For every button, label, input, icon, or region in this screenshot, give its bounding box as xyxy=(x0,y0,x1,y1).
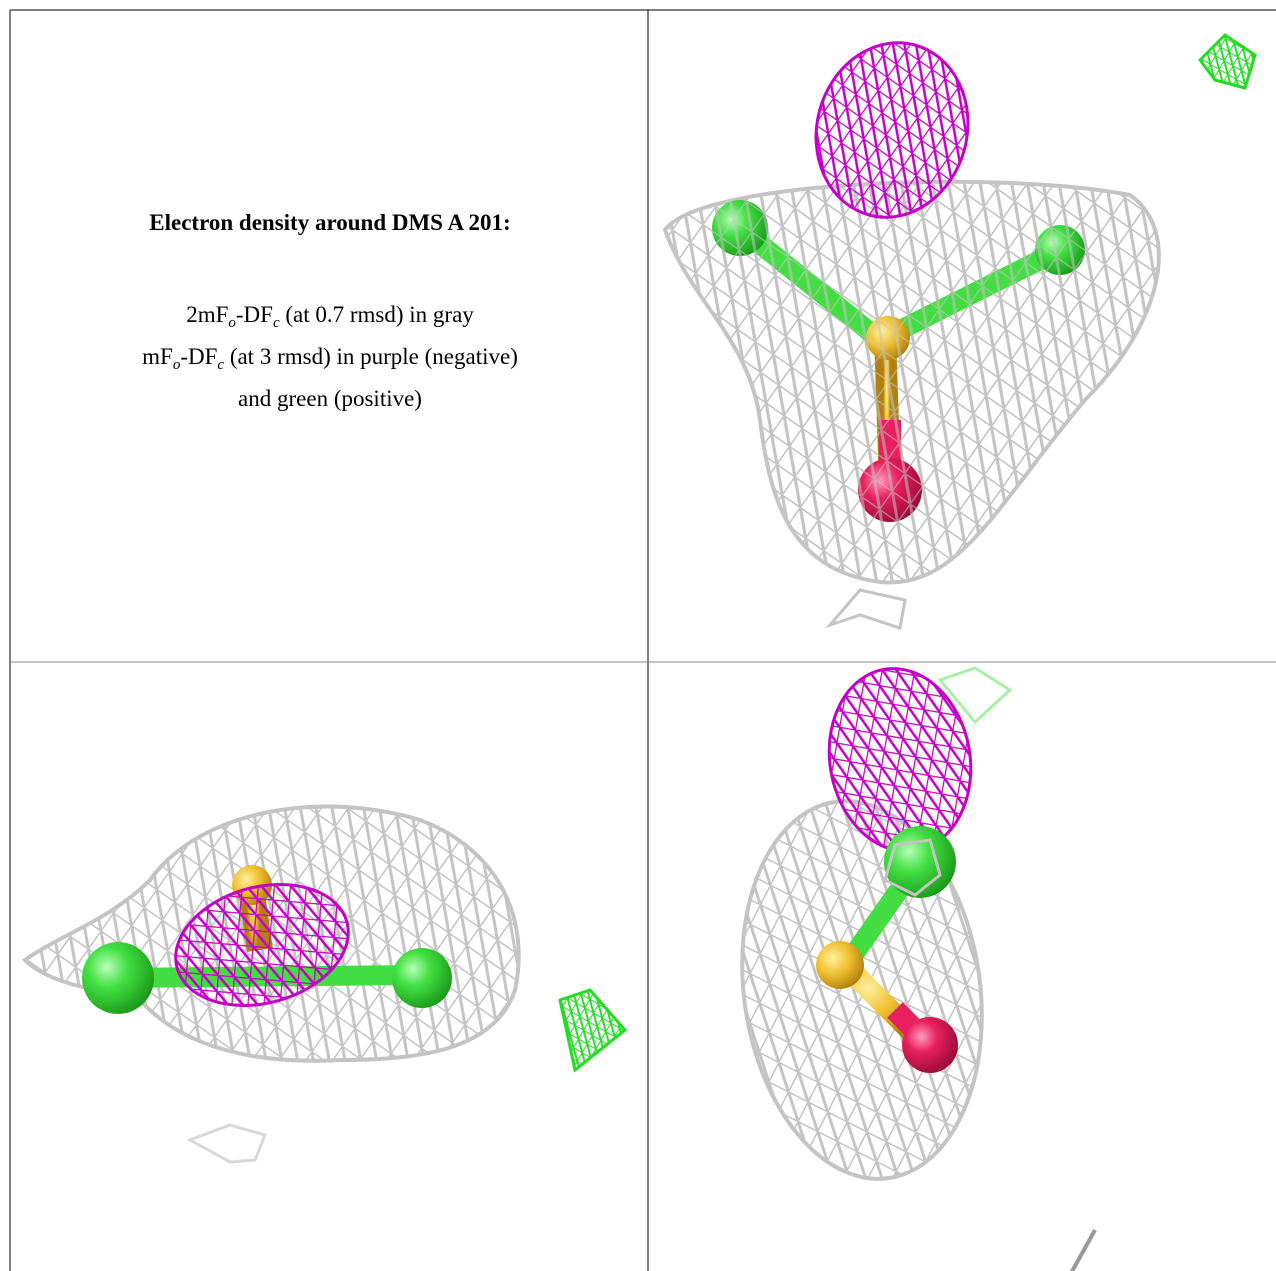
caption-subscript: o xyxy=(172,357,181,373)
caption-subscript: c xyxy=(272,315,280,331)
caption-title: Electron density around DMS A 201: xyxy=(149,210,511,235)
caption-text: mF xyxy=(142,344,173,369)
caption-line: mFo-DFc (at 3 rmsd) in purple (negative) xyxy=(12,340,648,382)
caption-subscript: o xyxy=(228,315,236,331)
caption: Electron density around DMS A 201: 2mFo-… xyxy=(12,210,648,415)
caption-subscript: c xyxy=(217,357,225,373)
density-view-2 xyxy=(21,804,628,1164)
caption-line: and green (positive) xyxy=(12,382,648,415)
caption-text: -DF xyxy=(180,344,218,369)
caption-text: (at 3 rmsd) in purple (negative) xyxy=(224,344,518,369)
density-view-1 xyxy=(662,33,1257,630)
caption-line: 2mFo-DFc (at 0.7 rmsd) in gray xyxy=(12,298,648,340)
density-view-3 xyxy=(740,666,1097,1271)
caption-text: (at 0.7 rmsd) in gray xyxy=(279,302,474,327)
caption-text: 2mF xyxy=(186,302,229,327)
caption-text: and green (positive) xyxy=(238,386,422,411)
grid-frame xyxy=(9,9,1276,1271)
caption-text: -DF xyxy=(235,302,273,327)
